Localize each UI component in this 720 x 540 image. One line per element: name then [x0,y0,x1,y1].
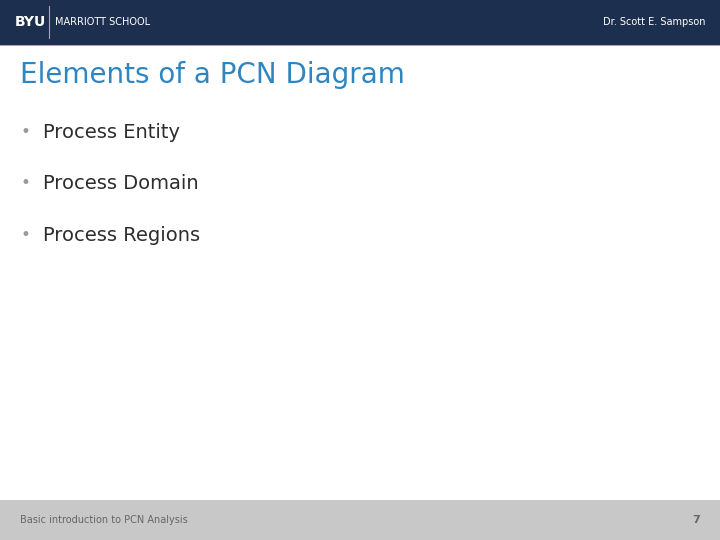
Text: •: • [20,123,30,141]
Text: BYU: BYU [14,16,45,29]
Text: Process Domain: Process Domain [43,174,199,193]
Text: Elements of a PCN Diagram: Elements of a PCN Diagram [20,61,405,89]
Text: Dr. Scott E. Sampson: Dr. Scott E. Sampson [603,17,706,28]
Text: Basic introduction to PCN Analysis: Basic introduction to PCN Analysis [20,515,188,525]
Text: Process Regions: Process Regions [43,226,200,245]
FancyBboxPatch shape [0,500,720,540]
Text: •: • [20,226,30,244]
FancyBboxPatch shape [0,0,720,45]
Text: MARRIOTT SCHOOL: MARRIOTT SCHOOL [55,17,150,28]
Text: •: • [20,174,30,192]
Text: 7: 7 [692,515,700,525]
Text: Process Entity: Process Entity [43,123,180,142]
